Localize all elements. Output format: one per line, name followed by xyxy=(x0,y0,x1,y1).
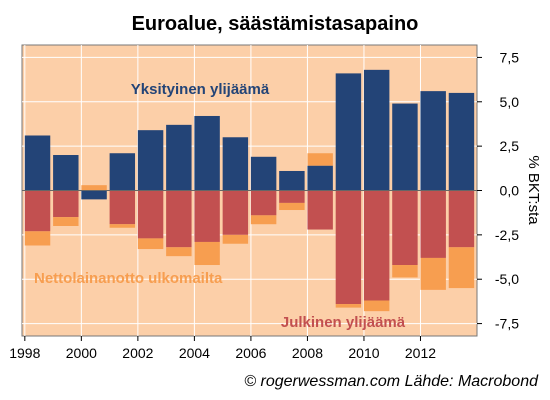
chart-title: Euroalue, säästämistasapaino xyxy=(132,13,419,35)
bar-segment xyxy=(250,215,277,225)
bar-segment xyxy=(137,238,164,250)
bar-segment xyxy=(166,190,192,248)
bar-segment xyxy=(109,190,136,225)
x-tick-label: 1998 xyxy=(9,345,40,361)
x-tick-label: 2012 xyxy=(405,345,436,361)
x-tick-label: 2004 xyxy=(179,345,210,361)
bar-segment xyxy=(335,73,362,191)
bar-segment xyxy=(279,170,305,191)
x-tick-label: 2008 xyxy=(292,345,323,361)
bar-segment xyxy=(53,217,79,226)
y-tick-label: -2,5 xyxy=(495,227,519,243)
bar-segment xyxy=(335,190,362,305)
bar-segment xyxy=(307,153,333,166)
bar-segment xyxy=(363,190,390,301)
bar-segment xyxy=(222,234,249,244)
annotation-public-surplus: Julkinen ylijäämä xyxy=(281,314,406,331)
bar-segment xyxy=(307,165,333,191)
bar-segment xyxy=(222,137,249,191)
bar-segment xyxy=(53,190,79,218)
bar-segment xyxy=(53,155,79,191)
y-axis: -7,5 -5,0 -2,5 0,0 2,5 5,0 7,5 xyxy=(477,49,520,332)
bar-segment xyxy=(363,69,390,191)
bar-segment xyxy=(81,190,107,200)
bar-segment xyxy=(109,153,136,191)
bar-segment xyxy=(279,190,305,203)
y-tick-label: -7,5 xyxy=(495,316,519,332)
bar-segment xyxy=(448,92,475,191)
y-tick-label: -5,0 xyxy=(495,271,519,287)
bar-segment xyxy=(166,247,192,257)
bar-segment xyxy=(137,190,164,239)
bar-segment xyxy=(194,190,220,242)
bar-segment xyxy=(81,185,107,191)
bar-segment xyxy=(335,304,362,308)
bar-segment xyxy=(24,190,51,232)
y-tick-label: 0,0 xyxy=(500,183,520,199)
bar-segment xyxy=(24,231,51,246)
bar-segment xyxy=(307,190,333,230)
x-tick-label: 2002 xyxy=(122,345,153,361)
bar-segment xyxy=(420,190,446,258)
bar-segment xyxy=(194,115,220,191)
bar-segment xyxy=(420,91,446,191)
y-tick-label: 7,5 xyxy=(500,49,520,65)
bar-segment xyxy=(448,190,475,248)
x-tick-label: 2010 xyxy=(348,345,379,361)
bar-segment xyxy=(392,103,418,191)
y-axis-label: % BKT:sta xyxy=(525,155,542,225)
bars xyxy=(22,69,477,312)
bar-segment xyxy=(137,130,164,191)
bar-segment xyxy=(250,156,277,191)
y-tick-label: 5,0 xyxy=(500,94,520,110)
bar-segment xyxy=(166,124,192,191)
bar-segment xyxy=(448,247,475,289)
annotation-external-borrowing: Nettolainanotto ulkomailta xyxy=(34,270,223,287)
x-axis: 1998 2000 2002 2004 2006 2008 2010 2012 xyxy=(9,336,436,361)
bar-segment xyxy=(194,241,220,266)
x-tick-label: 2000 xyxy=(66,345,97,361)
bar-segment xyxy=(392,265,418,278)
bar-segment xyxy=(222,190,249,235)
bar-segment xyxy=(420,257,446,290)
bar-segment xyxy=(24,135,51,191)
bar-segment xyxy=(109,224,136,228)
source-credit: © rogerwessman.com Lähde: Macrobond xyxy=(244,373,539,390)
bar-segment xyxy=(392,190,418,266)
bar-segment xyxy=(279,202,305,211)
x-tick-label: 2006 xyxy=(235,345,266,361)
annotation-private-surplus: Yksityinen ylijäämä xyxy=(131,81,270,98)
y-tick-label: 2,5 xyxy=(500,138,520,154)
bar-segment xyxy=(363,300,390,312)
bar-segment xyxy=(250,190,277,216)
